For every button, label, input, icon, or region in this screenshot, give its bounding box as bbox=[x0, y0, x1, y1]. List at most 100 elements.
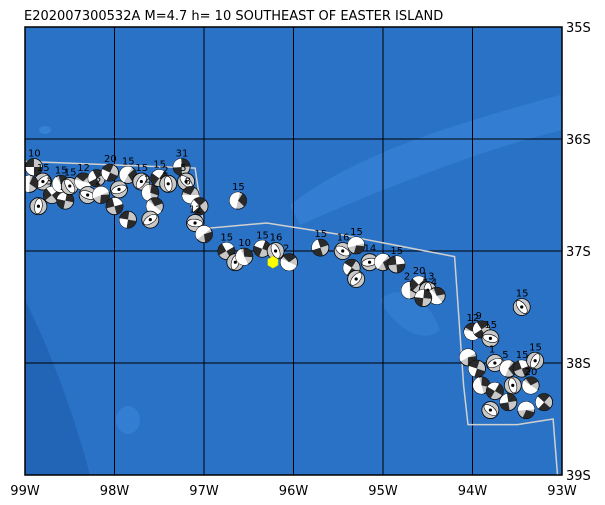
focal-mechanism-ball bbox=[347, 270, 366, 288]
depth-label: 4 bbox=[431, 277, 437, 288]
focal-mechanism-ball: 15 bbox=[34, 163, 52, 191]
dilatational-quadrant bbox=[395, 255, 405, 265]
focal-mechanism-ball bbox=[485, 382, 504, 400]
compressional-quadrant bbox=[387, 255, 397, 266]
depth-label: 2 bbox=[162, 165, 168, 176]
dilatational-half bbox=[472, 377, 484, 394]
compressional-quadrant bbox=[33, 167, 43, 176]
depth-label: 9 bbox=[475, 311, 481, 322]
ball-center bbox=[148, 218, 152, 222]
longitude-tick-label: 96W bbox=[279, 484, 309, 499]
compressional-quadrant bbox=[433, 287, 446, 296]
depth-label: 15 bbox=[220, 233, 233, 244]
focal-mechanism-ball: 20 bbox=[521, 367, 540, 395]
compressional-quadrant bbox=[243, 248, 253, 258]
depth-label: 15 bbox=[64, 168, 77, 179]
compressional-quadrant bbox=[538, 402, 551, 411]
dilatational-quadrant bbox=[472, 322, 482, 335]
depth-label: 5 bbox=[502, 350, 508, 361]
dilatational-quadrant bbox=[343, 263, 352, 275]
focal-mechanism-ball: 31 bbox=[172, 149, 191, 176]
dilatational-quadrant bbox=[112, 197, 123, 207]
depth-label: 8 bbox=[185, 177, 191, 188]
depth-label: 15 bbox=[516, 350, 529, 361]
focal-mechanism-ball bbox=[87, 169, 106, 188]
focal-mechanisms: 1015315121512220151521523158121515101516… bbox=[25, 149, 553, 419]
seamount-small bbox=[116, 406, 140, 434]
longitude-tick-label: 98W bbox=[100, 484, 130, 499]
focal-mechanism-ball: 10 bbox=[235, 238, 254, 266]
dilatational-half bbox=[401, 281, 411, 299]
depth-label: 15 bbox=[256, 230, 269, 241]
depth-label: 15 bbox=[390, 246, 403, 257]
longitude-tick-label: 99W bbox=[10, 484, 40, 499]
focal-mechanism-ball bbox=[29, 197, 48, 216]
compressional-quadrant bbox=[173, 167, 183, 176]
focal-mechanism-ball: 15 bbox=[60, 168, 79, 195]
depth-label: 2 bbox=[283, 244, 289, 255]
focal-mechanism-ball: 10 bbox=[25, 149, 43, 176]
compressional-quadrant bbox=[410, 278, 419, 291]
focal-mechanism-ball bbox=[25, 174, 39, 193]
compressional-quadrant bbox=[423, 289, 432, 299]
compressional-quadrant bbox=[486, 386, 495, 399]
focal-mechanism-ball bbox=[110, 180, 128, 199]
compressional-quadrant bbox=[238, 193, 247, 207]
focal-mechanism-ball bbox=[190, 197, 209, 216]
dilatational-quadrant bbox=[191, 199, 200, 212]
focal-mechanism-ball bbox=[503, 376, 522, 395]
ridge-shallow-area bbox=[290, 95, 562, 225]
dilatational-quadrant bbox=[311, 239, 321, 251]
depth-label: 10 bbox=[238, 238, 251, 249]
compressional-quadrant bbox=[481, 376, 490, 388]
depth-label: 12 bbox=[189, 205, 202, 216]
compressional-quadrant bbox=[193, 206, 206, 215]
dilatational-quadrant bbox=[173, 158, 182, 168]
focal-mechanism-ball bbox=[374, 253, 392, 272]
ball-center bbox=[274, 249, 278, 253]
ball-center bbox=[233, 260, 237, 264]
ball-center bbox=[36, 204, 41, 208]
focal-mechanism-ball bbox=[499, 393, 518, 412]
latitude-tick-label: 35S bbox=[566, 21, 591, 36]
compressional-quadrant bbox=[181, 158, 191, 167]
depth-label: 20 bbox=[413, 266, 426, 277]
focal-mechanism-ball: 5 bbox=[177, 163, 196, 191]
latitude-labels: 35S 36S 37S 38S 39S bbox=[566, 21, 591, 484]
ball-center bbox=[520, 305, 524, 309]
ball-center bbox=[184, 179, 188, 184]
dilatational-half bbox=[374, 253, 389, 269]
map-title: E202007300532A M=4.7 h= 10 SOUTHEAST OF … bbox=[24, 9, 443, 24]
compressional-quadrant bbox=[414, 297, 424, 307]
compressional-quadrant bbox=[494, 383, 504, 396]
ball-center bbox=[488, 336, 492, 340]
dilatational-quadrant bbox=[254, 240, 266, 249]
dilatational-quadrant bbox=[499, 393, 509, 404]
depth-label: 13 bbox=[422, 272, 435, 283]
latitude-tick-label: 39S bbox=[566, 469, 591, 484]
dilatational-quadrant bbox=[535, 396, 545, 409]
compressional-quadrant bbox=[29, 176, 38, 189]
depth-label: 20 bbox=[104, 154, 117, 165]
bathymetry-features bbox=[25, 95, 562, 475]
dilatational-half bbox=[522, 380, 538, 394]
depth-label: 16 bbox=[337, 233, 350, 244]
depth-label: 16 bbox=[270, 233, 283, 244]
lat-lon-grid bbox=[25, 27, 562, 475]
compressional-quadrant bbox=[506, 393, 517, 403]
focal-mechanism-ball: 15 bbox=[526, 342, 545, 370]
depth-label: 15 bbox=[135, 163, 148, 174]
compressional-quadrant bbox=[525, 376, 539, 386]
dilatational-half bbox=[235, 248, 249, 266]
depth-label: 15 bbox=[55, 165, 68, 176]
focal-mechanism-ball: 15 bbox=[481, 320, 500, 348]
compressional-quadrant bbox=[204, 231, 213, 243]
focal-mechanism-ball bbox=[105, 197, 124, 216]
compressional-quadrant bbox=[105, 197, 115, 209]
seamount-area bbox=[380, 291, 440, 336]
compressional-quadrant bbox=[119, 211, 130, 220]
compressional-quadrant bbox=[114, 204, 124, 215]
depth-label: 15 bbox=[529, 342, 542, 353]
focal-mechanism-ball bbox=[517, 401, 536, 419]
